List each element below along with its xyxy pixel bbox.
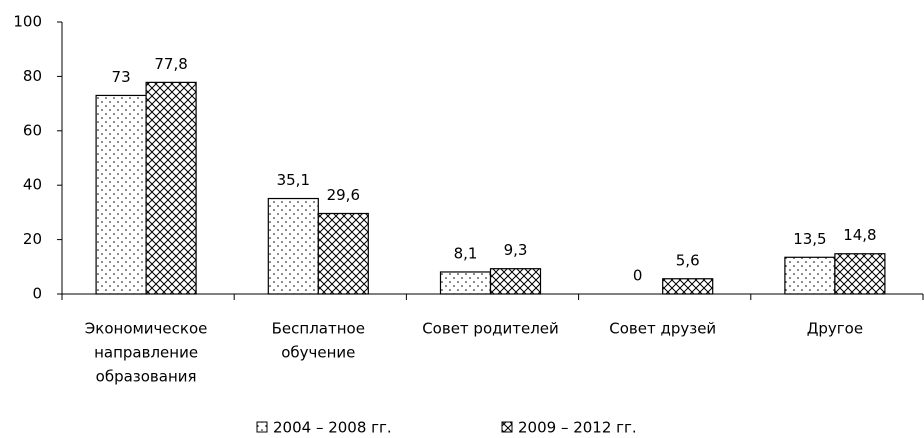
bar: [834, 253, 886, 295]
bar: [439, 271, 492, 295]
value-label: 35,1: [277, 171, 310, 189]
y-tick-label: 80: [23, 67, 42, 85]
x-tick-label: Экономическое: [85, 320, 208, 338]
legend-swatch: [501, 421, 513, 433]
bar: [662, 278, 714, 295]
y-tick-label: 60: [23, 121, 42, 139]
bar: [267, 197, 319, 295]
x-tick-label: Бесплатное: [272, 320, 365, 338]
value-label: 13,5: [793, 230, 826, 248]
value-label: 9,3: [504, 241, 528, 259]
bar: [145, 81, 197, 295]
y-tick-label: 20: [23, 230, 42, 248]
value-label: 8,1: [454, 244, 478, 262]
legend-label: 2004 – 2008 гг.: [273, 419, 392, 437]
bar: [489, 268, 542, 295]
x-tick-label: Другое: [807, 320, 863, 338]
x-tick-label: обучение: [281, 344, 355, 362]
bar: [317, 212, 369, 295]
legend-label: 2009 – 2012 гг.: [518, 419, 637, 437]
y-tick-label: 0: [32, 285, 42, 303]
x-tick-label: Совет друзей: [609, 320, 716, 338]
value-label: 5,6: [676, 251, 700, 269]
x-tick-label: Совет родителей: [422, 320, 559, 338]
value-label: 0: [633, 267, 643, 285]
value-label: 73: [112, 68, 131, 86]
x-tick-label: образования: [96, 368, 197, 386]
legend-swatch: [256, 421, 268, 433]
y-tick-label: 40: [23, 176, 42, 194]
bar: [784, 256, 836, 295]
value-label: 14,8: [843, 226, 876, 244]
x-tick-label: направление: [94, 344, 198, 362]
value-label: 29,6: [327, 186, 360, 204]
value-label: 77,8: [154, 55, 187, 73]
y-tick-label: 100: [13, 13, 42, 31]
bar: [95, 94, 147, 295]
